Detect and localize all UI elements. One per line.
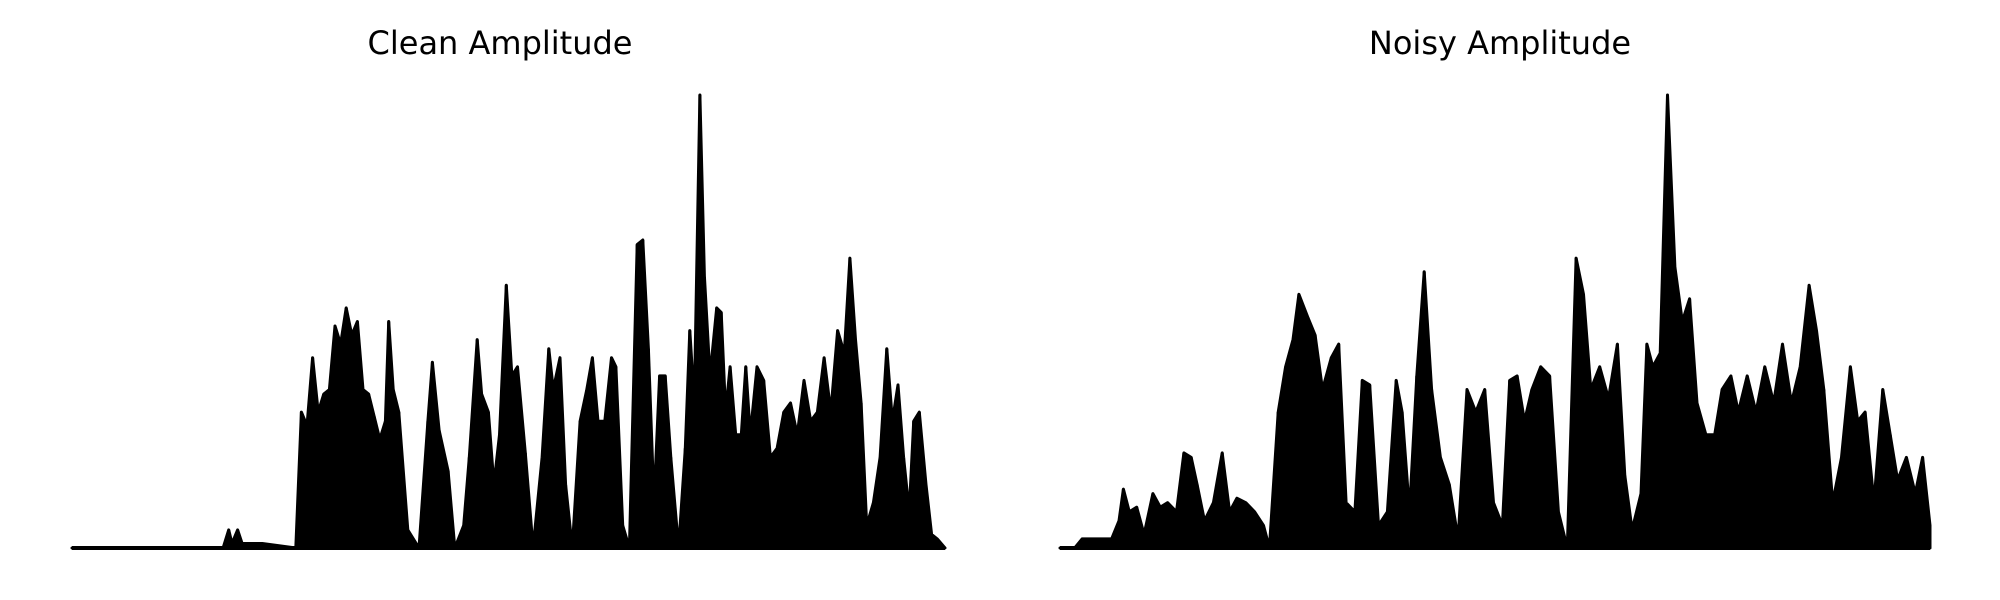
noisy-amplitude-plot	[1058, 93, 1932, 550]
clean-amplitude-plot	[70, 93, 947, 550]
clean-amplitude-panel: Clean Amplitude	[70, 24, 947, 550]
noisy-amplitude-panel: Noisy Amplitude	[1000, 0, 2000, 600]
amplitude-envelope	[70, 93, 947, 550]
noisy-amplitude-title: Noisy Amplitude	[1368, 24, 1632, 62]
clean-amplitude-title: Clean Amplitude	[367, 24, 633, 62]
